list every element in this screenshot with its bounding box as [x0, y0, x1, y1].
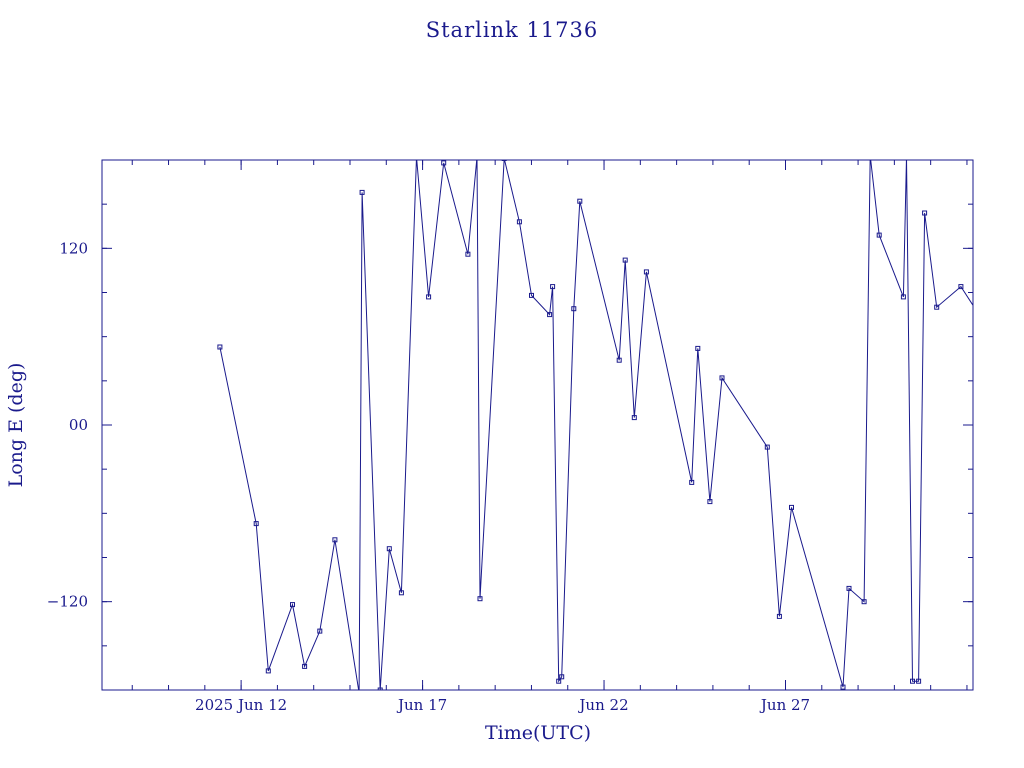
data-point: [689, 479, 695, 485]
data-point: [529, 292, 534, 298]
data-point: [465, 251, 471, 257]
data-point: [916, 678, 922, 684]
x-tick-label: Jun 17: [396, 696, 447, 714]
data-point: [900, 294, 906, 300]
data-point: [910, 678, 915, 684]
data-point: [643, 269, 649, 275]
data-point: [547, 312, 553, 318]
series-layer: [217, 154, 981, 695]
data-point: [441, 160, 447, 166]
y-tick-label: −120: [47, 593, 88, 611]
data-point: [426, 294, 432, 300]
data-point: [922, 210, 928, 216]
data-point: [357, 691, 361, 695]
data-point: [958, 284, 964, 290]
data-point: [776, 613, 782, 619]
data-point: [789, 504, 794, 510]
data-point: [934, 304, 940, 310]
data-point: [317, 628, 323, 634]
data-point: [398, 590, 404, 596]
x-tick-label: 2025 Jun 12: [195, 696, 287, 714]
data-point: [217, 344, 223, 350]
data-point: [622, 257, 628, 263]
data-point: [905, 155, 909, 159]
data-point: [377, 687, 383, 690]
data-point: [477, 596, 483, 602]
data-point: [475, 155, 479, 159]
plot-frame: [101, 159, 974, 691]
data-point: [265, 668, 271, 674]
data-point: [764, 444, 770, 450]
data-point: [332, 537, 338, 543]
x-tick-label: Jun 27: [759, 696, 810, 714]
data-point: [559, 674, 565, 680]
data-point: [290, 602, 295, 608]
data-point: [861, 599, 867, 605]
minor-ticks: [102, 160, 973, 690]
data-point: [516, 219, 522, 225]
data-point: [302, 663, 308, 669]
data-point: [415, 155, 419, 159]
data-point: [631, 415, 637, 421]
tick-labels: 2025 Jun 12 Jun 17 Jun 22 Jun 27 120 00 −120: [47, 239, 810, 714]
data-point: [876, 232, 882, 238]
data-point: [386, 546, 392, 552]
data-point: [616, 357, 622, 363]
data-point: [253, 521, 259, 527]
data-point: [695, 345, 701, 351]
data-point: [359, 189, 365, 195]
x-tick-label: Jun 22: [577, 696, 628, 714]
data-point: [840, 684, 846, 690]
data-point: [707, 499, 713, 505]
data-point: [868, 154, 872, 158]
data-point: [550, 284, 556, 290]
y-tick-label: 120: [59, 239, 88, 257]
series-group: [217, 154, 981, 695]
chart-title: Starlink 11736: [426, 18, 599, 42]
data-point: [977, 313, 981, 317]
y-axis-label: Long E (deg): [5, 363, 27, 488]
data-point: [501, 160, 507, 161]
data-point: [571, 306, 577, 312]
data-point: [577, 198, 583, 204]
series-line: [219, 160, 973, 690]
data-point: [556, 678, 562, 684]
data-point: [846, 585, 852, 591]
major-ticks: [102, 160, 973, 690]
data-point: [719, 375, 725, 381]
x-axis-label: Time(UTC): [485, 722, 591, 744]
y-tick-label: 00: [69, 416, 88, 434]
